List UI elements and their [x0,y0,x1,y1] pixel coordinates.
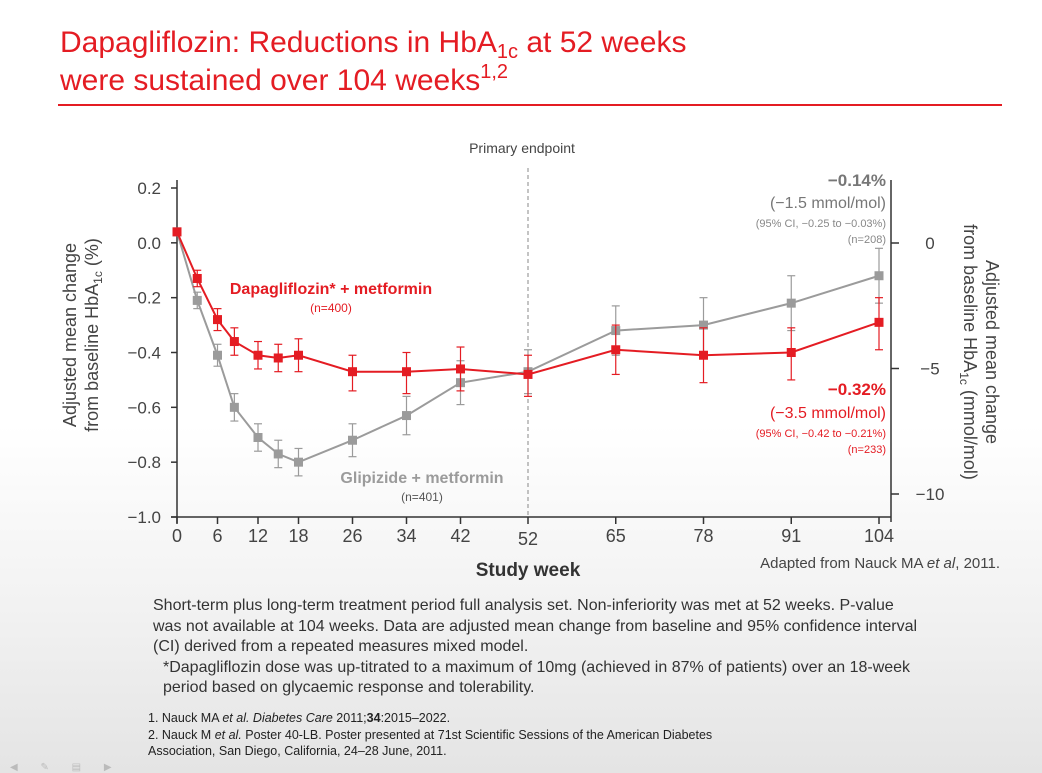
y-tick-label: −0.6 [127,398,161,417]
dapagliflozin-data-point [274,353,283,362]
dapagliflozin-data-point [699,351,708,360]
glipizide-data-point [254,433,263,442]
glipizide-data-point [274,449,283,458]
reference-2-cont: Association, San Diego, California, 24–2… [148,743,868,760]
note-line: was not available at 104 weeks. Data are… [153,617,1023,638]
glipizide-series-label: Glipizide + metformin [340,470,503,487]
y-axis-title-line-1: Adjusted mean change [60,243,80,427]
glipizide-end-ci: (95% CI, −0.25 to −0.03%) [756,218,886,230]
note-line: *Dapagliflozin dose was up-titrated to a… [153,658,1023,679]
reference-1: 1. Nauck MA et al. Diabetes Care 2011;34… [148,710,868,727]
ref-italic: et al. [215,728,242,742]
dapagliflozin-end-mmol: (−3.5 mmol/mol) [770,405,886,422]
glipizide-data-point [213,351,222,360]
dapagliflozin-data-point [294,351,303,360]
x-axis-title: Study week [476,560,581,581]
ref-text: 1. Nauck MA [148,711,222,725]
x-tick-label: 42 [450,526,470,546]
glipizide-data-point [787,299,796,308]
y-tick-label: 0.2 [137,179,161,198]
glipizide-n-label: (n=401) [401,490,443,504]
x-tick-label: 12 [248,526,268,546]
glipizide-data-point [402,411,411,420]
x-tick-label: 91 [781,526,801,546]
ref-text: 2011; [333,711,367,725]
glipizide-data-point [875,271,884,280]
dapagliflozin-end-ci: (95% CI, −0.42 to −0.21%) [756,428,886,440]
dapagliflozin-data-point [402,367,411,376]
dapagliflozin-end-n: (n=233) [848,444,886,456]
y2-axis-title-line-1: Adjusted mean change [982,260,1002,444]
chart: 0.2 0.0 −0.2 −0.4 −0.6 −0.8 −1.0 0 6 12 18 26 34 42 52… [0,0,1042,600]
glipizide-data-point [294,458,303,467]
glipizide-end-pct: −0.14% [828,171,886,190]
dapagliflozin-data-point [875,318,884,327]
dapagliflozin-data-point [524,370,533,379]
note-line: Short-term plus long-term treatment peri… [153,596,1023,617]
x-tick-label: 0 [172,526,182,546]
x-tick-label: 34 [396,526,416,546]
dapagliflozin-data-point [348,367,357,376]
y-tick-label: −0.8 [127,453,161,472]
y-axis-title: Adjusted mean change from baseline HbA1c … [60,238,105,432]
y-axis-title-line-2: from baseline HbA1c (%) [82,238,105,432]
y-tick-label: −1.0 [127,508,161,527]
glipizide-data-point [230,403,239,412]
attribution: Adapted from Nauck MA et al, 2011. [760,555,1000,572]
x-tick-label: 18 [288,526,308,546]
y2-tick-label: −5 [920,360,939,379]
y-tick-label: −0.2 [127,289,161,308]
ref-text: 2. Nauck M [148,728,215,742]
x-tick-label: 52 [518,529,538,549]
dapagliflozin-data-point [173,227,182,236]
y-tick-label: 0.0 [137,234,161,253]
dapagliflozin-series-label: Dapagliflozin* + metformin [230,281,432,298]
y2-tick-label: 0 [925,234,934,253]
y-tick-label: −0.4 [127,344,161,363]
glipizide-end-n: (n=208) [848,234,886,246]
dapagliflozin-data-point [230,337,239,346]
ref-bold: 34 [367,711,381,725]
y2-axis-title-line-2: from baseline HbA1c (mmol/mol) [957,224,980,480]
x-tick-label: 78 [693,526,713,546]
x-tick-label: 6 [212,526,222,546]
x-tick-label: 26 [342,526,362,546]
references: 1. Nauck MA et al. Diabetes Care 2011;34… [148,710,868,760]
glipizide-data-point [193,296,202,305]
dapagliflozin-data-point [254,351,263,360]
glipizide-end-mmol: (−1.5 mmol/mol) [770,195,886,212]
note-line: period based on glycaemic response and t… [153,678,1023,699]
dapagliflozin-end-pct: −0.32% [828,380,886,399]
primary-endpoint-label: Primary endpoint [469,140,575,156]
x-tick-label: 65 [606,526,626,546]
footnotes: Short-term plus long-term treatment peri… [153,596,1023,699]
ref-text: :2015–2022. [381,711,451,725]
dapagliflozin-data-point [456,364,465,373]
dapagliflozin-data-point [611,345,620,354]
dapagliflozin-data-point [213,315,222,324]
y2-tick-label: −10 [916,485,945,504]
dapagliflozin-data-point [193,274,202,283]
glipizide-data-point [348,436,357,445]
dapagliflozin-n-label: (n=400) [310,301,352,315]
ref-text: Poster 40-LB. Poster presented at 71st S… [242,728,712,742]
reference-2: 2. Nauck M et al. Poster 40-LB. Poster p… [148,727,868,744]
slide-nav-icons[interactable]: ◀ ✎ ▤ ▶ [10,762,122,773]
x-tick-label: 104 [864,526,894,546]
dapagliflozin-data-point [787,348,796,357]
ref-italic: et al. Diabetes Care [222,711,332,725]
note-line: (CI) derived from a repeated measures mi… [153,637,1023,658]
